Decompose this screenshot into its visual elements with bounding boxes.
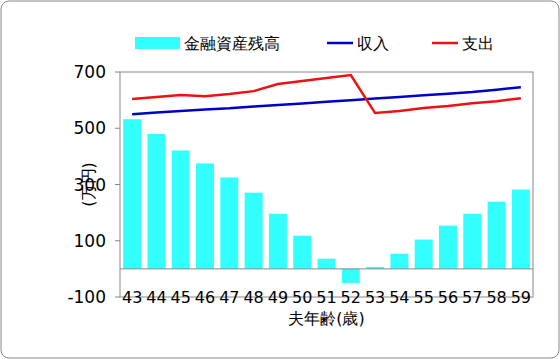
legend-swatch (432, 42, 458, 45)
bar (439, 226, 457, 269)
x-tick-label: 49 (268, 288, 288, 307)
x-tick-label: 57 (462, 288, 482, 307)
bar (463, 214, 481, 269)
bar (172, 150, 190, 268)
y-tick-label: 100 (74, 231, 106, 251)
chart-border (1, 1, 559, 358)
chart: -100100300500700434445464748495051525354… (0, 0, 560, 359)
line (132, 87, 521, 114)
x-tick-label: 55 (413, 288, 433, 307)
y-tick-label: -100 (67, 287, 106, 307)
y-tick-label: 700 (74, 62, 106, 82)
bar (196, 163, 214, 268)
x-tick-label: 59 (511, 288, 531, 307)
y-tick (115, 297, 120, 298)
y-tick (115, 240, 120, 241)
plot-marks (120, 75, 533, 283)
legend-swatch (135, 37, 180, 49)
legend-label: 金融資産残高 (184, 34, 280, 53)
x-axis-label: 夫年齢(歳) (288, 309, 364, 328)
bar (245, 193, 263, 269)
y-tick-label: 500 (74, 118, 106, 138)
bar (123, 119, 141, 269)
y-axis-label: (万円) (79, 162, 98, 206)
x-tick-label: 58 (486, 288, 506, 307)
y-tick (115, 184, 120, 185)
x-tick-label: 47 (219, 288, 239, 307)
x-tick-label: 56 (438, 288, 458, 307)
y-tick (115, 72, 120, 73)
legend-label: 支出 (462, 34, 494, 53)
bar (293, 236, 311, 269)
bar (220, 177, 238, 268)
bar (512, 190, 530, 269)
x-tick-label: 45 (171, 288, 191, 307)
x-axis-line (120, 268, 533, 269)
bar (415, 240, 433, 269)
x-tick-label: 48 (243, 288, 263, 307)
x-tick-label: 50 (292, 288, 312, 307)
bar (488, 202, 506, 269)
x-tick-label: 44 (146, 288, 166, 307)
bar (390, 254, 408, 269)
x-tick-label: 53 (365, 288, 385, 307)
bar (269, 214, 287, 269)
bar (342, 269, 360, 283)
y-tick (115, 128, 120, 129)
x-tick-label: 51 (316, 288, 336, 307)
x-tick-label: 46 (195, 288, 215, 307)
x-tick-label: 52 (341, 288, 361, 307)
x-tick-label: 43 (122, 288, 142, 307)
bar (318, 259, 336, 269)
x-tick-label: 54 (389, 288, 409, 307)
plot-frame (120, 72, 533, 297)
line (132, 75, 521, 113)
bar (147, 134, 165, 269)
legend-swatch (327, 42, 353, 45)
legend-label: 収入 (357, 34, 389, 53)
